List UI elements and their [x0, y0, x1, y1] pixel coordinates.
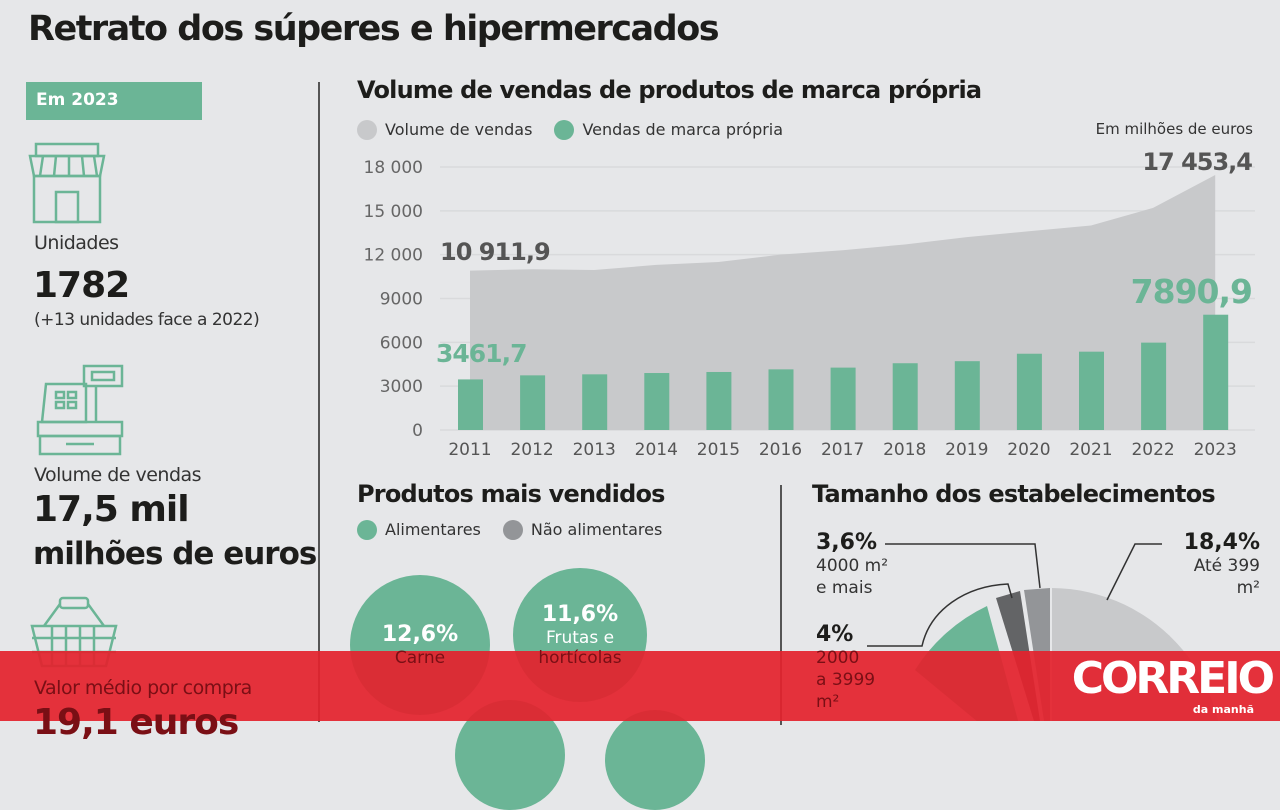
avg-purchase-value: 19,1 euros	[33, 702, 239, 743]
brand-banner: CORREIO da manhã	[0, 651, 1280, 721]
y-tick-label: 18 000	[364, 158, 423, 178]
store-icon	[28, 142, 106, 224]
bar-2013	[582, 374, 608, 430]
slice-desc: Até 399	[1193, 556, 1260, 576]
slice-desc: 2000	[816, 648, 860, 668]
bubble-name-2: hortícolas	[538, 648, 622, 668]
data-label-volume-2023: 17 453,4	[1142, 150, 1252, 176]
bubble-partial	[605, 710, 705, 810]
bubble-pct: 12,6%	[381, 622, 459, 647]
x-tick-label: 2014	[635, 440, 678, 460]
bubble-name: Carne	[394, 648, 446, 668]
slice-desc-2: m²	[1236, 578, 1260, 598]
slice-desc-3: m²	[816, 692, 840, 712]
legend-label-volume: Volume de vendas	[385, 120, 533, 139]
y-tick-label: 6000	[380, 333, 423, 353]
section-divider	[780, 485, 782, 725]
x-tick-label: 2021	[1069, 440, 1112, 460]
legend-swatch-volume	[357, 120, 377, 140]
bar-2014	[644, 373, 670, 430]
x-tick-label: 2019	[945, 440, 988, 460]
x-tick-label: 2011	[448, 440, 491, 460]
chart-title: Volume de vendas de produtos de marca pr…	[357, 76, 982, 104]
bar-2016	[768, 369, 794, 430]
products-title: Produtos mais vendidos	[357, 480, 665, 508]
bar-2012	[520, 375, 546, 430]
slice-label-up-to-399: 18,4% Até 399 m²	[1184, 532, 1260, 599]
bubble-pct: 11,6%	[541, 602, 619, 627]
brand-logo-sub: da manhã	[1192, 703, 1254, 716]
y-tick-label: 15 000	[364, 202, 423, 222]
sales-value-unit: milhões de euros	[33, 536, 317, 572]
bar-2021	[1079, 351, 1104, 430]
bar-2022	[1141, 342, 1167, 430]
bar-2023	[1203, 314, 1229, 430]
sizes-title: Tamanho dos estabelecimentos	[812, 480, 1216, 508]
bar-2015	[706, 371, 732, 430]
slice-label-2000-3999: 4% 2000 a 3999 m²	[816, 624, 875, 713]
sales-value: 17,5 mil	[33, 489, 190, 530]
y-tick-label: 0	[412, 421, 423, 441]
products-legend: Alimentares Não alimentares	[357, 520, 662, 540]
page-title: Retrato dos súperes e hipermercados	[28, 9, 720, 49]
units-value: 1782	[33, 265, 130, 306]
bar-2018	[892, 363, 918, 430]
legend-swatch-food	[357, 520, 377, 540]
legend-label-nonfood: Não alimentares	[530, 520, 663, 539]
unit-note: Em milhões de euros	[1095, 120, 1253, 138]
data-label-own-brand-2011: 3461,7	[436, 339, 526, 368]
slice-desc: 4000 m²	[816, 556, 889, 576]
bar-2019	[954, 361, 980, 430]
slice-pct: 18,4%	[1183, 530, 1260, 555]
x-tick-label: 2023	[1194, 440, 1237, 460]
chart-legend: Volume de vendas Vendas de marca própria	[357, 120, 783, 140]
slice-pct: 4%	[816, 622, 854, 647]
avg-purchase-label: Valor médio por compra	[34, 677, 252, 699]
sales-label: Volume de vendas	[34, 464, 202, 486]
slice-pct: 3,6%	[816, 530, 878, 555]
slice-desc-2: e mais	[816, 578, 873, 598]
legend-label-own-brand: Vendas de marca própria	[582, 120, 784, 139]
legend-swatch-nonfood	[502, 520, 523, 540]
slice-desc-2: a 3999	[816, 670, 876, 690]
bar-2011	[458, 379, 483, 430]
x-tick-label: 2012	[510, 440, 553, 460]
data-label-volume-2011: 10 911,9	[440, 238, 550, 266]
x-tick-label: 2013	[573, 440, 616, 460]
y-tick-label: 12 000	[364, 246, 423, 266]
legend-label-food: Alimentares	[385, 520, 481, 539]
x-tick-label: 2016	[759, 440, 802, 460]
y-tick-label: 3000	[380, 377, 423, 397]
column-divider	[318, 82, 320, 722]
x-tick-label: 2022	[1131, 440, 1174, 460]
data-label-own-brand-2023: 7890,9	[1131, 272, 1252, 311]
x-tick-label: 2018	[883, 440, 926, 460]
cash-register-icon	[36, 364, 124, 456]
year-badge: Em 2023	[26, 82, 202, 120]
y-tick-label: 9000	[380, 290, 423, 310]
sales-chart: 0 3000 6000 9000 12 000 15 000 18 000 2011 2012 2…	[364, 150, 1255, 460]
x-tick-label: 2017	[821, 440, 864, 460]
legend-swatch-own-brand	[554, 120, 575, 140]
slice-label-4000-plus: 3,6% 4000 m² e mais	[816, 532, 888, 599]
x-tick-label: 2020	[1007, 440, 1050, 460]
x-tick-label: 2015	[697, 440, 740, 460]
bar-2020	[1016, 353, 1042, 430]
bar-2017	[830, 367, 856, 430]
brand-logo-text: CORREIO	[1071, 653, 1275, 704]
units-label: Unidades	[34, 232, 119, 254]
bubble-name: Frutas e	[545, 628, 615, 648]
brand-logo[interactable]: CORREIO da manhã	[1071, 653, 1275, 717]
units-note: (+13 unidades face a 2022)	[34, 310, 260, 330]
